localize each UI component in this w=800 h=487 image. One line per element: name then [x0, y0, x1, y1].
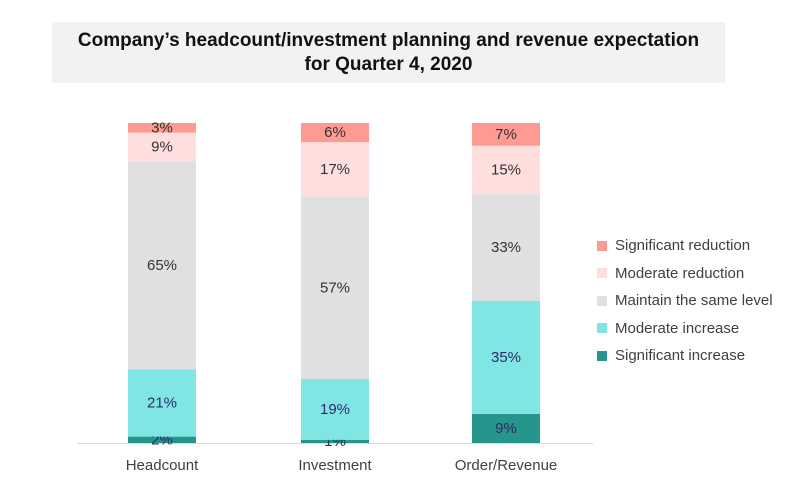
data-label-order-revenue-moderate-increase: 35% — [491, 349, 521, 366]
category-label-investment: Investment — [298, 457, 372, 474]
bars-group: 2%21%65%9%3%1%19%57%17%6%9%35%33%15%7% — [128, 119, 540, 450]
bar-segment-headcount-maintain-the-same-level — [128, 161, 196, 370]
legend-swatch-significant-reduction — [597, 240, 607, 251]
data-label-investment-significant-reduction: 6% — [324, 124, 346, 141]
data-label-order-revenue-moderate-reduction: 15% — [491, 161, 521, 178]
bar-segment-investment-moderate-reduction — [301, 142, 369, 197]
legend-item-moderate-increase: Moderate increase — [597, 315, 773, 343]
legend-label-significant-increase: Significant increase — [615, 347, 746, 365]
category-label-headcount: Headcount — [126, 457, 199, 474]
bar-segment-investment-maintain-the-same-level — [301, 196, 369, 379]
legend-label-maintain-the-same-level: Maintain the same level — [615, 292, 773, 310]
bar-segment-headcount-moderate-reduction — [128, 132, 196, 162]
legend-swatch-significant-increase — [597, 350, 607, 361]
legend-label-moderate-reduction: Moderate reduction — [615, 264, 745, 282]
bar-segment-order-revenue-moderate-reduction — [472, 145, 540, 195]
legend-swatch-maintain-the-same-level — [597, 295, 607, 306]
chart-title-line-1: Company’s headcount/investment planning … — [77, 29, 700, 51]
data-label-order-revenue-significant-increase: 9% — [495, 420, 517, 437]
chart-title: Company’s headcount/investment planning … — [52, 22, 725, 83]
legend-item-maintain-the-same-level: Maintain the same level — [597, 287, 773, 315]
legend-swatch-moderate-increase — [597, 323, 607, 334]
legend-item-significant-increase: Significant increase — [597, 342, 773, 370]
data-label-headcount-moderate-reduction: 9% — [151, 139, 173, 156]
bar-segment-headcount-significant-increase — [128, 436, 196, 443]
data-label-investment-moderate-reduction: 17% — [320, 161, 350, 178]
bar-segment-investment-moderate-increase — [301, 379, 369, 440]
legend-item-moderate-reduction: Moderate reduction — [597, 260, 773, 288]
bar-segment-order-revenue-moderate-increase — [472, 300, 540, 414]
bar-segment-headcount-significant-reduction — [128, 123, 196, 133]
data-label-investment-moderate-increase: 19% — [320, 401, 350, 418]
legend-swatch-moderate-reduction — [597, 268, 607, 279]
bar-segment-investment-significant-increase — [301, 439, 369, 443]
data-label-order-revenue-maintain-the-same-level: 33% — [491, 239, 521, 256]
bar-segment-order-revenue-significant-reduction — [472, 123, 540, 146]
bar-segment-headcount-moderate-increase — [128, 369, 196, 437]
data-label-headcount-maintain-the-same-level: 65% — [147, 257, 177, 274]
legend-label-significant-reduction: Significant reduction — [615, 237, 751, 255]
data-label-order-revenue-significant-reduction: 7% — [495, 126, 517, 143]
bar-segment-order-revenue-significant-increase — [472, 413, 540, 443]
legend-item-significant-reduction: Significant reduction — [597, 232, 773, 260]
bar-segment-investment-significant-reduction — [301, 123, 369, 143]
legend-label-moderate-increase: Moderate increase — [615, 319, 740, 337]
bar-segment-order-revenue-maintain-the-same-level — [472, 194, 540, 301]
category-label-order-revenue: Order/Revenue — [455, 457, 558, 474]
data-label-investment-maintain-the-same-level: 57% — [320, 279, 350, 296]
category-labels: Headcount Investment Order/Revenue — [126, 457, 558, 474]
data-label-headcount-moderate-increase: 21% — [147, 395, 177, 412]
legend: Significant reduction Moderate reduction M… — [597, 232, 773, 370]
data-label-headcount-significant-reduction: 3% — [151, 119, 173, 136]
chart-title-line-2: for Quarter 4, 2020 — [304, 53, 473, 75]
